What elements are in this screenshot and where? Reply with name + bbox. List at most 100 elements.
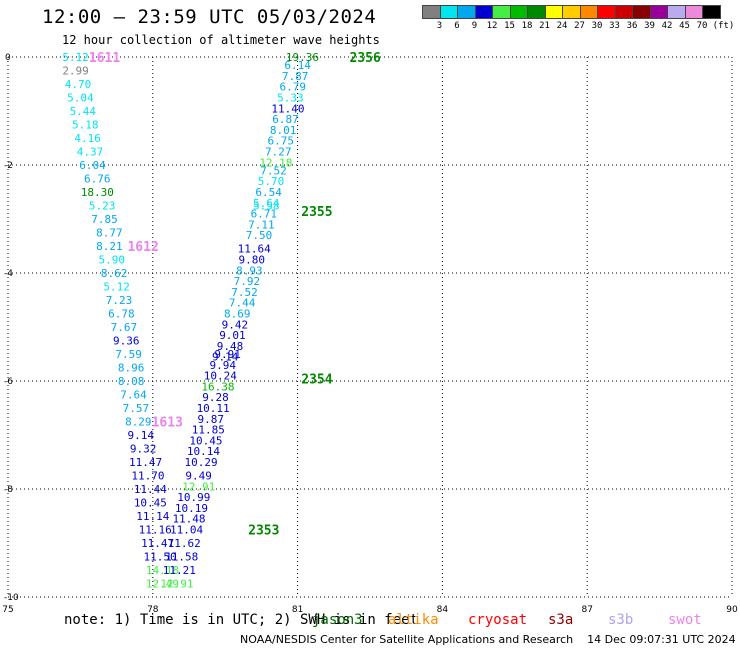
wave-height-point: 9.49 [185, 470, 212, 483]
wave-height-point: 18.30 [81, 186, 114, 199]
wave-height-point: 6.54 [255, 186, 282, 199]
wave-height-point: 12.18 [259, 156, 292, 169]
chart-title: 12:00 – 23:59 UTC 05/03/2024 [42, 6, 377, 28]
wave-height-point: 8.29 [125, 416, 152, 429]
wave-height-point: 11.85 [192, 424, 225, 437]
legend-label: 45 [679, 21, 690, 31]
wave-height-point: 9.48 [217, 340, 244, 353]
wave-height-point: 5.12 [103, 281, 130, 294]
wave-height-point: 8.77 [96, 227, 123, 240]
y-tick-label: -8 [4, 485, 13, 495]
legend-label: 3 [436, 21, 443, 31]
wave-height-point: 10.24 [204, 370, 237, 383]
wave-height-point: 5.90 [99, 254, 126, 267]
wave-height-point: 11.70 [131, 470, 164, 483]
wave-height-point: 9.36 [113, 335, 140, 348]
wave-height-point: 9.42 [222, 318, 249, 331]
wave-height-point: 9.01 [219, 329, 246, 342]
wave-height-point: 6.14 [284, 59, 311, 72]
wave-height-point: 7.27 [265, 146, 292, 159]
wave-height-point: 11.04 [170, 524, 203, 537]
legend-label: 39 [644, 21, 655, 31]
wave-height-point: 9.87 [197, 413, 224, 426]
satellite-label: altika [388, 612, 439, 628]
satellite-label: jason3 [312, 612, 363, 628]
wave-height-point: 4.16 [74, 132, 101, 145]
wave-height-point: 5.18 [72, 119, 99, 132]
wave-height-point: 14.18 [146, 564, 179, 577]
wave-height-point: 6.71 [251, 208, 278, 221]
wave-height-point: 5.23 [89, 200, 116, 213]
wave-height-point: 8.01 [270, 124, 297, 137]
legend-swatch [702, 5, 721, 19]
wave-height-point: 7.87 [282, 70, 309, 83]
wave-height-point: 11.40 [271, 102, 304, 115]
wave-height-point: 6.87 [272, 113, 299, 126]
wave-height-point: 11.58 [165, 551, 198, 564]
wave-height-point: 7.85 [91, 213, 118, 226]
wave-height-point: 11.47 [129, 456, 162, 469]
track-label: 2355 [301, 205, 332, 220]
wave-height-point: 8.96 [118, 362, 145, 375]
wave-height-point: 11.64 [238, 243, 271, 256]
wave-height-point: 7.11 [248, 218, 275, 231]
wave-height-point: 12.91 [182, 480, 215, 493]
wave-height-point: 6.79 [280, 81, 307, 94]
wave-height-point: 19.36 [286, 51, 319, 64]
legend-label: 27 [574, 21, 585, 31]
wave-height-point: 16.38 [201, 380, 234, 393]
x-tick-label: 75 [2, 605, 13, 615]
wave-height-point: 5.70 [258, 175, 285, 188]
legend-label: 33 [609, 21, 620, 31]
legend-label: 6 [454, 21, 460, 31]
wave-height-point: 10.45 [189, 434, 222, 447]
wave-height-point: 8.08 [118, 375, 145, 388]
wave-height-point: 9.91 [214, 348, 241, 361]
wave-height-point: 11.47 [141, 537, 174, 550]
wave-height-point: 6.78 [108, 308, 135, 321]
chart-subtitle: 12 hour collection of altimeter wave hei… [62, 33, 380, 47]
wave-height-point: 5.58 [253, 200, 280, 213]
note-text: note: 1) Time is in UTC; 2) SWH is in fe… [64, 612, 419, 628]
wave-height-point: 5.33 [277, 92, 304, 105]
wave-height-point: 9.28 [202, 391, 229, 404]
track-label: 1611 [89, 51, 120, 66]
wave-height-point: 10.14 [187, 445, 220, 458]
legend-label: 36 [626, 21, 638, 31]
wave-height-point: 9.14 [212, 351, 239, 364]
wave-height-point: 7.44 [229, 297, 256, 310]
wave-height-point: 9.94 [210, 359, 237, 372]
wave-height-point: 7.23 [106, 294, 133, 307]
satellite-label: swot [668, 612, 702, 628]
wave-height-point: 7.50 [246, 229, 273, 242]
x-tick-label: 78 [147, 605, 159, 615]
wave-height-point: 5.44 [70, 105, 97, 118]
wave-height-point: 6.04 [79, 159, 106, 172]
legend-label: 24 [556, 21, 568, 31]
wave-height-point: 11.16 [139, 524, 172, 537]
wave-height-point: 11.21 [163, 564, 196, 577]
wave-height-point: 5.64 [253, 197, 280, 210]
wave-height-point: 8.69 [224, 308, 251, 321]
wave-height-point: 8.21 [96, 240, 123, 253]
wave-height-point: 10.99 [177, 491, 210, 504]
wave-height-point: 10.45 [134, 497, 167, 510]
x-tick-label: 90 [726, 605, 738, 615]
wave-height-point: 6.76 [84, 173, 111, 186]
wave-height-point: 11.48 [172, 513, 205, 526]
wave-height-point: 4.37 [77, 146, 104, 159]
wave-height-point: 11.62 [168, 537, 201, 550]
legend-label: 9 [471, 21, 478, 31]
wave-height-point: 12.91 [160, 578, 193, 591]
wave-height-point: 5.04 [67, 92, 94, 105]
wave-height-point: 10.29 [185, 456, 218, 469]
wave-height-point: 9.32 [130, 443, 157, 456]
wave-height-point: 4.70 [65, 78, 92, 91]
legend-label: 18 [521, 21, 533, 31]
wave-height-point: 9.80 [238, 254, 265, 267]
satellite-label: cryosat [468, 612, 528, 628]
track-label: 1613 [152, 416, 183, 431]
wave-height-point: 7.64 [120, 389, 147, 402]
x-tick-label: 84 [437, 605, 449, 615]
x-tick-label: 87 [581, 605, 592, 615]
